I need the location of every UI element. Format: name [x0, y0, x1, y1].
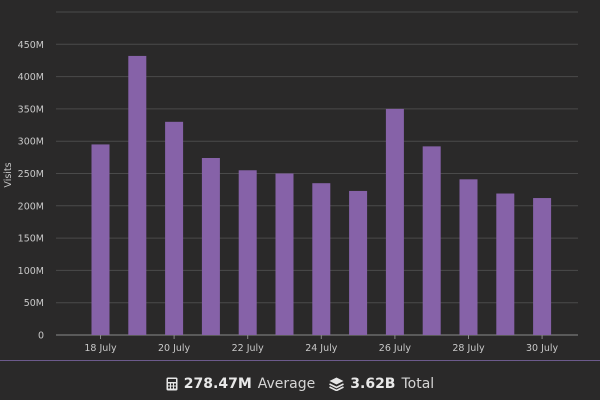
total-value: 3.62B [350, 376, 396, 392]
bar-23-july[interactable] [275, 173, 294, 336]
x-tick-label: 28 July [452, 343, 485, 354]
bar-22-july[interactable] [238, 170, 257, 335]
y-tick-label: 350M [18, 104, 44, 115]
calculator-icon [166, 377, 178, 391]
y-tick-label: 400M [18, 72, 44, 83]
visits-bar-chart: 0 50M 100M 150M 200M 250M 300M 350M 400M 450M Visi… [3, 11, 578, 354]
y-tick-label: 50M [24, 298, 44, 309]
layers-icon [329, 377, 345, 391]
total-stat: 3.62B Total [329, 376, 434, 392]
y-tick-label: 300M [18, 137, 44, 148]
bar-29-july[interactable] [496, 193, 515, 335]
y-tick-label: 250M [18, 169, 44, 180]
bar-26-july[interactable] [385, 108, 404, 336]
y-tick-label: 0 [38, 331, 44, 342]
bar-19-july[interactable] [128, 55, 147, 335]
total-label: Total [401, 376, 435, 392]
bar-28-july[interactable] [459, 179, 478, 335]
y-tick-label: 450M [18, 40, 44, 51]
bar-27-july[interactable] [422, 146, 441, 335]
bar-30-july[interactable] [533, 198, 552, 335]
bar-20-july[interactable] [165, 121, 184, 335]
average-value: 278.47M [183, 376, 252, 392]
bar-25-july[interactable] [349, 190, 368, 335]
x-tick-label: 24 July [305, 343, 338, 354]
x-tick-label: 22 July [232, 343, 265, 354]
y-tick-label: 150M [18, 234, 44, 245]
bar-18-july[interactable] [91, 144, 110, 335]
average-label: Average [257, 376, 316, 392]
y-tick-label: 100M [18, 266, 44, 277]
summary-footer: 278.47M Average 3.62B Total [0, 372, 600, 396]
y-tick-label: 200M [18, 201, 44, 212]
y-axis-title: Visits [3, 162, 14, 187]
x-tick-label: 26 July [379, 343, 412, 354]
divider [0, 360, 600, 361]
bar-21-july[interactable] [201, 157, 220, 335]
bar-24-july[interactable] [312, 183, 331, 335]
average-stat: 278.47M Average [166, 376, 315, 392]
x-tick-label: 20 July [158, 343, 191, 354]
x-tick-label: 18 July [84, 343, 117, 354]
x-tick-label: 30 July [526, 343, 559, 354]
